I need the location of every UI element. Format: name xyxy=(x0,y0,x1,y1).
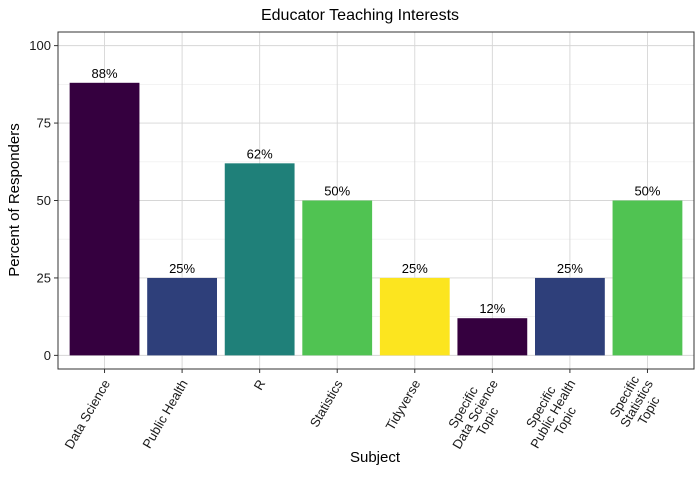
bar xyxy=(69,82,140,356)
bar xyxy=(302,200,373,356)
x-axis-title: Subject xyxy=(350,449,401,466)
chart-title: Educator Teaching Interests xyxy=(261,7,459,24)
x-tick-label: Tidyverse xyxy=(382,377,423,433)
x-tick-label: Data Science xyxy=(61,377,113,451)
data-label: 88% xyxy=(92,66,118,81)
y-axis-ticks: 0 25 50 75 100 xyxy=(29,38,58,363)
y-tick-label: 100 xyxy=(29,38,51,53)
data-label: 25% xyxy=(402,261,428,276)
y-tick-label: 0 xyxy=(44,348,51,363)
y-axis-title: Percent of Responders xyxy=(6,123,23,276)
x-axis-ticks: Data Science Public Health R Statistics Tidy… xyxy=(61,369,668,458)
y-tick-label: 75 xyxy=(37,116,51,131)
x-tick-label: SpecificPublic HealthTopic xyxy=(515,370,591,458)
bar xyxy=(535,277,605,356)
x-tick-label: SpecificData ScienceTopic xyxy=(437,370,513,458)
bar xyxy=(457,318,528,356)
data-label: 25% xyxy=(557,261,583,276)
data-labels: 88% 25% 62% 50% 25% 12% 25% 50% xyxy=(92,66,661,316)
y-tick-label: 25 xyxy=(37,270,51,285)
data-label: 50% xyxy=(634,184,660,199)
data-label: 25% xyxy=(169,261,195,276)
data-label: 62% xyxy=(247,146,273,161)
x-tick-label: Public Health xyxy=(139,377,190,451)
bar xyxy=(224,163,295,356)
data-label: 12% xyxy=(479,301,505,316)
bars xyxy=(69,82,683,356)
bar xyxy=(612,200,683,356)
x-tick-label: R xyxy=(251,377,269,393)
x-tick-label: Statistics xyxy=(307,377,346,430)
bar xyxy=(379,277,450,356)
y-tick-label: 50 xyxy=(37,193,51,208)
bar xyxy=(147,277,217,356)
data-label: 50% xyxy=(324,184,350,199)
x-tick-label: SpecificStatisticsTopic xyxy=(605,370,668,437)
